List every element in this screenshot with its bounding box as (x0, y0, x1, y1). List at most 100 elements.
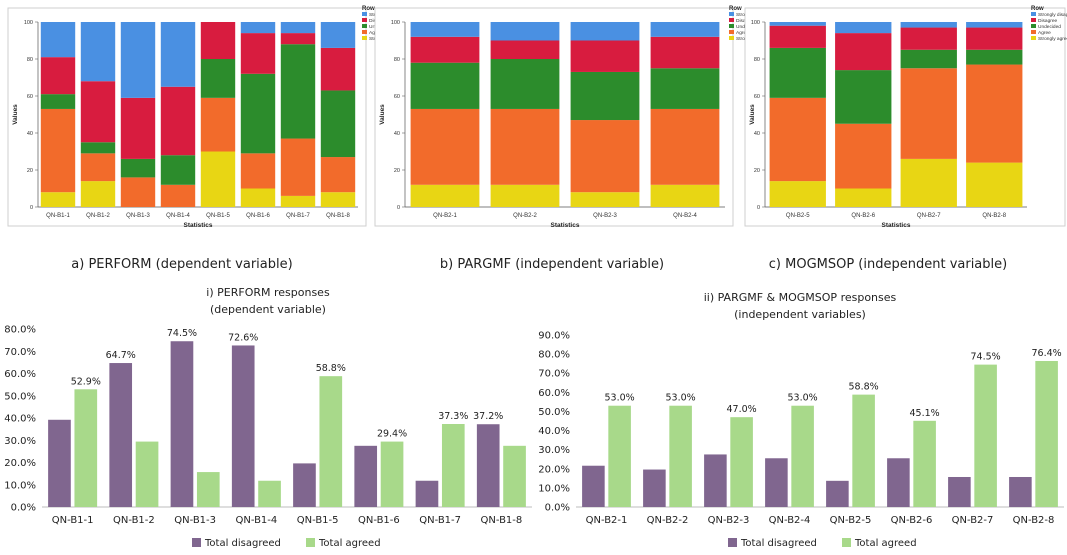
bar-e-QN-B2-6-total_agreed (913, 420, 936, 507)
x-tick-label: QN-B2-8 (1013, 515, 1055, 526)
legend-swatch-total_disagreed (192, 538, 201, 547)
bar-segment-c-QN-B2-6-undecided (835, 70, 892, 124)
legend-swatch-total_disagreed (728, 538, 737, 547)
y-tick-label: 80.0% (4, 325, 36, 336)
bar-e-QN-B2-1-total_disagreed (582, 465, 605, 507)
legend-label-undecided: Undecided (1038, 24, 1061, 30)
bar-e-QN-B2-7-total_disagreed (948, 476, 971, 507)
bar-segment-b-QN-B2-2-strongly_agree (490, 184, 560, 207)
bar-segment-a-QN-B1-4-disagree (160, 86, 196, 156)
x-tick-label: QN-B1-3 (126, 213, 150, 219)
bar-segment-a-QN-B1-5-disagree (200, 22, 236, 59)
grouped-chart-e: ii) PARGMF & MOGMSOP responses (independe… (538, 291, 1064, 549)
y-tick-label: 40 (394, 131, 400, 137)
bar-segment-c-QN-B2-6-agree (835, 123, 892, 189)
legend-label-strongly_disagree: Strongly disagree (1038, 12, 1067, 18)
x-tick-label: QN-B2-4 (673, 213, 697, 219)
bar-segment-b-QN-B2-3-undecided (570, 71, 640, 121)
bar-e-QN-B2-6-total_disagreed (887, 458, 910, 507)
legend-swatch-strongly_agree (729, 36, 734, 40)
bar-segment-c-QN-B2-5-strongly_agree (769, 181, 826, 207)
y-axis-title: Values (12, 104, 19, 125)
bar-segment-a-QN-B1-7-agree (280, 138, 316, 196)
data-label: 53.0% (605, 393, 635, 404)
y-tick-label: 0 (30, 205, 33, 211)
legend-title: Row (362, 6, 375, 12)
bar-segment-a-QN-B1-6-undecided (240, 73, 276, 154)
x-tick-label: QN-B1-1 (52, 515, 94, 526)
data-label: 37.3% (438, 411, 468, 422)
data-label: 52.9% (71, 376, 101, 387)
data-label: 76.4% (1032, 348, 1062, 359)
panel-caption-b: b) PARGMF (independent variable) (440, 257, 664, 272)
bar-e-QN-B2-3-total_disagreed (704, 454, 727, 507)
legend-swatch-strongly_disagree (729, 12, 734, 16)
x-tick-label: QN-B2-5 (786, 213, 810, 219)
bar-segment-c-QN-B2-8-undecided (966, 49, 1023, 65)
legend-swatch-disagree (729, 18, 734, 22)
x-tick-label: QN-B1-3 (174, 515, 216, 526)
bar-d-QN-B1-7-total_agreed (441, 424, 465, 507)
bar-segment-b-QN-B2-1-agree (410, 108, 480, 185)
y-tick-label: 50.0% (4, 391, 36, 402)
y-tick-label: 60.0% (4, 369, 36, 380)
bar-e-QN-B2-8-total_agreed (1035, 360, 1058, 507)
bar-segment-a-QN-B1-2-strongly_disagree (80, 22, 116, 82)
legend-swatch-disagree (1031, 18, 1036, 22)
x-tick-label: QN-B1-7 (286, 213, 310, 219)
bar-segment-a-QN-B1-8-disagree (320, 47, 356, 91)
bar-segment-a-QN-B1-5-agree (200, 97, 236, 152)
chart-title-line: (independent variables) (734, 308, 866, 321)
bar-segment-c-QN-B2-5-undecided (769, 47, 826, 98)
x-tick-label: QN-B2-6 (851, 213, 875, 219)
y-tick-label: 40 (754, 131, 760, 137)
x-tick-label: QN-B2-8 (982, 213, 1006, 219)
bar-segment-a-QN-B1-7-strongly_disagree (280, 22, 316, 34)
bar-d-QN-B1-4-total_agreed (258, 480, 281, 507)
bar-segment-a-QN-B1-1-strongly_disagree (40, 22, 76, 58)
data-label: 58.8% (316, 363, 346, 374)
legend-swatch-total_agreed (842, 538, 851, 547)
x-tick-label: QN-B1-2 (86, 213, 110, 219)
bar-segment-c-QN-B2-6-disagree (835, 33, 892, 71)
bar-e-QN-B2-3-total_agreed (730, 417, 753, 507)
y-tick-label: 100 (751, 20, 760, 26)
x-tick-label: QN-B2-2 (647, 515, 689, 526)
bar-segment-c-QN-B2-8-disagree (966, 27, 1023, 50)
bar-segment-a-QN-B1-3-agree (120, 177, 156, 207)
y-tick-label: 100 (391, 20, 400, 26)
y-tick-label: 0.0% (11, 503, 36, 514)
bar-segment-a-QN-B1-8-strongly_disagree (320, 22, 356, 48)
bar-segment-a-QN-B1-5-undecided (200, 59, 236, 98)
bar-d-QN-B1-6-total_agreed (380, 441, 404, 507)
bar-segment-c-QN-B2-7-strongly_disagree (900, 22, 957, 28)
y-tick-label: 60 (27, 94, 33, 100)
x-tick-label: QN-B2-3 (708, 515, 750, 526)
bar-e-QN-B2-4-total_agreed (791, 405, 814, 507)
x-tick-label: QN-B1-1 (46, 213, 70, 219)
bar-e-QN-B2-1-total_agreed (608, 405, 631, 507)
data-label: 74.5% (971, 352, 1001, 363)
y-tick-label: 30.0% (538, 445, 570, 456)
y-tick-label: 70.0% (4, 347, 36, 358)
y-axis-title: Values (749, 104, 756, 125)
bar-segment-a-QN-B1-1-disagree (40, 57, 76, 95)
y-tick-label: 0.0% (545, 503, 570, 514)
bar-d-QN-B1-5-total_agreed (319, 376, 343, 507)
bar-segment-a-QN-B1-3-strongly_disagree (120, 22, 156, 98)
bar-segment-a-QN-B1-7-disagree (280, 33, 316, 45)
bar-segment-a-QN-B1-8-strongly_agree (320, 192, 356, 207)
data-label: 53.0% (666, 393, 696, 404)
y-tick-label: 40 (27, 131, 33, 137)
data-label: 72.6% (228, 332, 258, 343)
bar-segment-a-QN-B1-2-agree (80, 153, 116, 182)
x-tick-label: QN-B1-8 (326, 213, 350, 219)
y-tick-label: 20.0% (4, 458, 36, 469)
bar-segment-b-QN-B2-3-strongly_disagree (570, 22, 640, 41)
bar-segment-c-QN-B2-7-disagree (900, 27, 957, 50)
bar-segment-b-QN-B2-4-strongly_disagree (650, 22, 720, 37)
y-axis-title: Values (379, 104, 386, 125)
bar-segment-c-QN-B2-5-disagree (769, 25, 826, 48)
x-tick-label: QN-B1-2 (113, 515, 155, 526)
